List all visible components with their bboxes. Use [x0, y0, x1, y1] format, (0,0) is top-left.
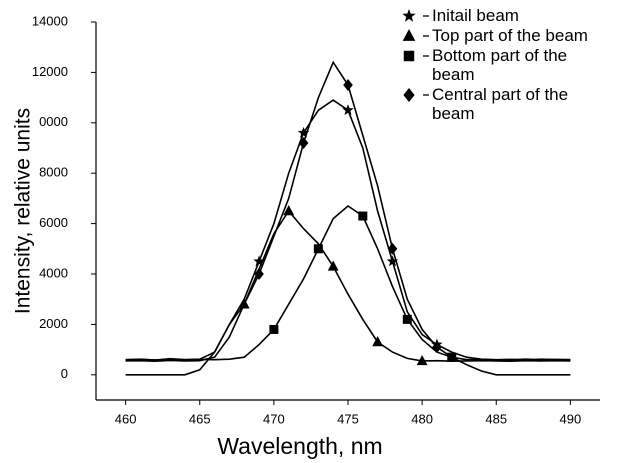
- x-tick-label: 470: [263, 411, 285, 426]
- series-marker: [269, 324, 279, 334]
- legend-symbol: [402, 9, 416, 22]
- legend-entry: Central part of the beam: [398, 85, 598, 123]
- legend-dash: [422, 6, 430, 25]
- legend-symbol: [403, 88, 415, 102]
- x-tick-label: 460: [115, 411, 137, 426]
- legend-marker: [402, 29, 416, 41]
- series-marker: [432, 341, 442, 354]
- series-marker: [313, 244, 323, 254]
- series-marker: [343, 79, 353, 91]
- series-marker: [416, 354, 428, 366]
- series-marker: [327, 260, 339, 271]
- series-line: [125, 99, 571, 362]
- series-line: [125, 204, 571, 361]
- x-axis-label: Wavelength, nm: [217, 433, 382, 459]
- y-tick-label: 4000: [39, 265, 68, 280]
- x-tick-label: 490: [560, 411, 582, 426]
- series-marker: [372, 336, 384, 347]
- series-marker: [298, 136, 309, 149]
- y-tick-label: 8000: [39, 165, 68, 180]
- y-tick-label: 14000: [32, 13, 68, 28]
- x-tick-label: 465: [189, 411, 211, 426]
- legend-label: Initail beam: [432, 6, 519, 25]
- y-tick-label: 0: [61, 366, 68, 381]
- series-marker: [254, 268, 264, 280]
- series-marker: [342, 104, 354, 116]
- series-marker: [253, 255, 265, 267]
- series-line: [125, 209, 571, 363]
- y-tick-label: 6000: [39, 215, 68, 230]
- y-tick-label: 0000: [39, 114, 68, 129]
- x-tick-label: 475: [337, 411, 359, 426]
- legend-dash: [422, 85, 430, 104]
- y-axis-label: Intensity, relative units: [12, 108, 35, 314]
- series-marker: [297, 126, 310, 138]
- legend-label: Top part of the beam: [432, 26, 588, 45]
- legend-marker: [403, 88, 415, 102]
- legend-label: Bottom part of the beam: [432, 46, 568, 84]
- legend-symbol: [403, 50, 415, 62]
- legend-dash: [422, 46, 430, 65]
- legend-marker: [402, 9, 416, 22]
- x-tick-label: 485: [485, 411, 507, 426]
- x-tick-label: 480: [411, 411, 433, 426]
- legend-entry: Bottom part of the beam: [398, 46, 598, 84]
- y-tick-label: 12000: [32, 64, 68, 79]
- legend-symbol: [402, 29, 416, 41]
- legend-entry: Top part of the beam: [398, 26, 598, 45]
- series-marker: [402, 314, 412, 324]
- series-marker: [358, 211, 368, 221]
- series-marker: [387, 242, 398, 255]
- legend-dash: [422, 26, 430, 45]
- legend: Initail beam Top part of the beam Bottom p…: [398, 6, 598, 124]
- y-tick-label: 2000: [39, 316, 68, 331]
- series-marker: [283, 205, 295, 216]
- legend-marker: [403, 50, 415, 62]
- series-marker: [386, 255, 399, 267]
- legend-label: Central part of the beam: [432, 85, 569, 123]
- legend-entry: Initail beam: [398, 6, 598, 25]
